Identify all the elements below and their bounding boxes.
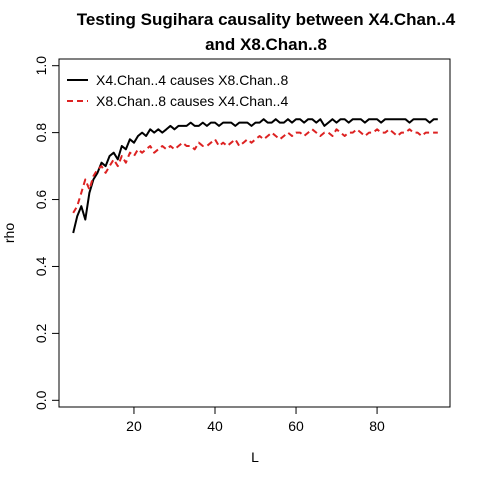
y-axis-title: rho	[1, 223, 17, 243]
chart-title-line-1: Testing Sugihara causality between X4.Ch…	[77, 10, 456, 29]
plot-frame	[58, 58, 451, 408]
axes-layer: 20 40 60 80 0.0 0.2 0.4 0.6 0.8 1.0	[33, 56, 385, 434]
y-tick-label: 0.6	[33, 190, 49, 210]
y-tick-label: 0.4	[33, 257, 49, 277]
x-axis-title: L	[251, 449, 259, 465]
x-tick-label: 60	[288, 418, 304, 434]
x-tick-label: 40	[207, 418, 223, 434]
series-line-1	[72, 118, 438, 234]
y-tick-label: 0.8	[33, 123, 49, 143]
plot-layer	[72, 118, 438, 234]
y-tick-label: 0.2	[33, 323, 49, 343]
legend-label-2: X8.Chan..8 causes X4.Chan..4	[96, 93, 288, 109]
legend-label-1: X4.Chan..4 causes X8.Chan..8	[96, 72, 288, 88]
x-tick-label: 20	[126, 418, 142, 434]
series-line-2	[72, 128, 438, 214]
y-tick-label: 0.0	[33, 390, 49, 410]
x-tick-label: 80	[369, 418, 385, 434]
chart-title-line-2: and X8.Chan..8	[205, 35, 327, 54]
legend: X4.Chan..4 causes X8.Chan..8 X8.Chan..8 …	[67, 72, 288, 109]
y-tick-label: 1.0	[33, 56, 49, 76]
